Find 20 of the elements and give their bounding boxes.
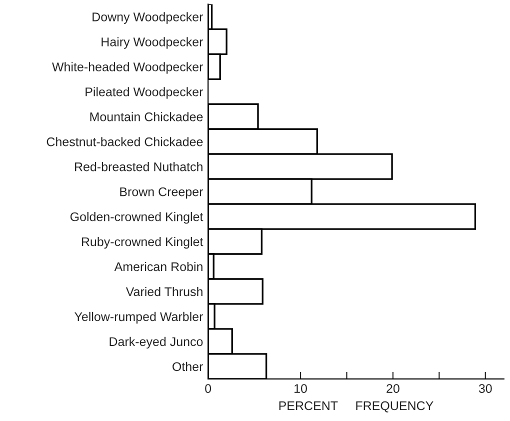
y-tick-label: Yellow-rumped Warbler	[74, 312, 204, 324]
x-tick-label: 20	[386, 384, 400, 393]
x-tick-label: 0	[205, 384, 212, 393]
x-axis-title: PERCENT FREQUENCY	[279, 401, 434, 412]
y-tick-label: Brown Creeper	[120, 187, 204, 199]
y-tick-label: Varied Thrush	[126, 286, 202, 296]
y-tick-label: Pileated Woodpecker	[86, 87, 204, 99]
y-tick-label: Ruby-crowned Kinglet	[82, 236, 204, 249]
y-tick-label: Golden-crowned Kinglet	[70, 212, 204, 224]
y-tick-label: American Robin	[114, 262, 202, 272]
y-tick-label: Other	[172, 362, 204, 372]
x-tick-label: 30	[478, 384, 492, 393]
y-tick-label: Dark-eyed Junco	[110, 336, 203, 349]
x-tick-label: 10	[294, 384, 307, 393]
y-tick-label: Mountain Chickadee	[90, 112, 203, 122]
y-tick-label: Hairy Woodpecker	[102, 37, 204, 49]
y-tick-label: Downy Woodpecker	[92, 12, 204, 24]
y-tick-label: Chestnut-backed Chickadee	[46, 137, 203, 146]
y-tick-label: Red-breasted Nuthatch	[75, 162, 202, 172]
y-tick-label: White-headed Woodpecker	[52, 62, 204, 74]
